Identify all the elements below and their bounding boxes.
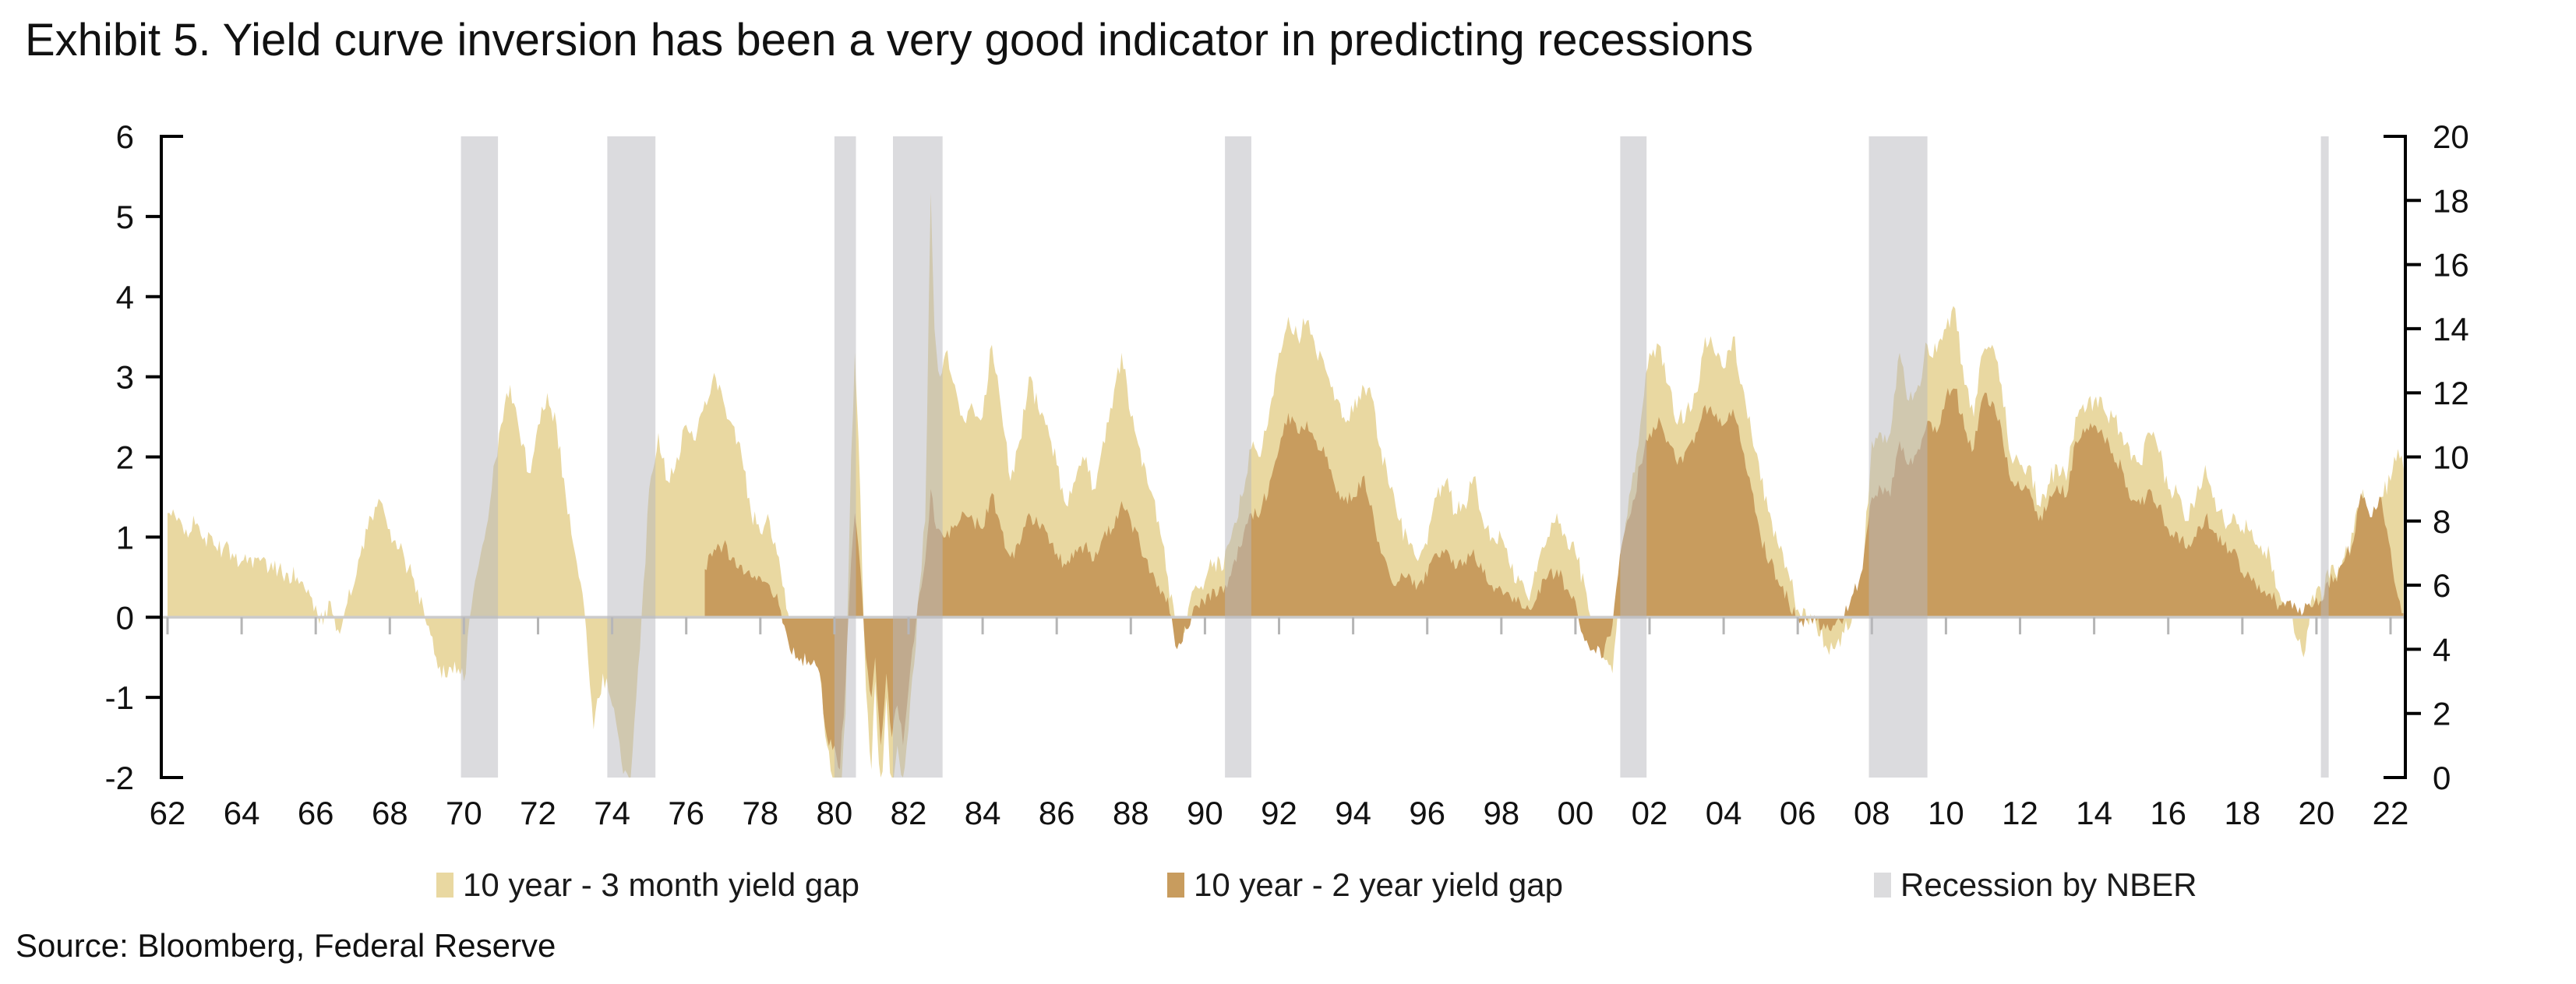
x-axis-tick-label: 90 [1187, 795, 1223, 831]
right-axis-tick-label: 18 [2433, 182, 2469, 219]
x-axis-tick-label: 16 [2150, 795, 2186, 831]
legend-item-10y-2y: 10 year - 2 year yield gap [1167, 863, 1563, 907]
x-axis-tick-label: 06 [1780, 795, 1816, 831]
x-axis-tick-label: 22 [2373, 795, 2409, 831]
x-axis-tick-label: 00 [1558, 795, 1594, 831]
right-axis-tick-label: 2 [2433, 696, 2451, 732]
x-axis-tick-label: 20 [2299, 795, 2335, 831]
legend-swatch-10y-3m-icon [436, 873, 453, 898]
right-axis-tick-label: 0 [2433, 760, 2451, 796]
left-axis-tick-label: 4 [116, 279, 134, 316]
x-axis-tick-label: 80 [817, 795, 853, 831]
legend-label-10y-2y: 10 year - 2 year yield gap [1194, 866, 1563, 903]
x-axis-tick-label: 18 [2224, 795, 2260, 831]
legend-item-10y-3m: 10 year - 3 month yield gap [436, 863, 859, 907]
legend-label-recession: Recession by NBER [1900, 866, 2197, 903]
legend-swatch-10y-2y-icon [1167, 873, 1184, 898]
x-axis-tick-label: 02 [1632, 795, 1668, 831]
recession-band [2320, 136, 2329, 778]
recession-band [834, 136, 856, 778]
legend-item-recession: Recession by NBER [1874, 863, 2197, 907]
right-axis-tick-label: 20 [2433, 118, 2469, 155]
right-axis-tick-label: 10 [2433, 439, 2469, 476]
x-axis-tick-label: 88 [1113, 795, 1149, 831]
recession-band [461, 136, 499, 778]
right-axis-line [2384, 135, 2407, 779]
x-axis-tick-label: 94 [1335, 795, 1371, 831]
page-title: Exhibit 5. Yield curve inversion has bee… [25, 15, 1754, 65]
x-axis-tick-label: 08 [1854, 795, 1890, 831]
x-axis-tick-label: 64 [224, 795, 260, 831]
x-axis-tick-label: 74 [594, 795, 630, 831]
x-axis-tick-label: 76 [668, 795, 704, 831]
recession-band [1620, 136, 1647, 778]
left-axis-tick-label: 0 [116, 599, 134, 636]
legend-label-10y-3m: 10 year - 3 month yield gap [463, 866, 859, 903]
right-axis-tick-label: 12 [2433, 375, 2469, 411]
left-axis-line [160, 135, 183, 779]
x-axis-tick-label: 92 [1261, 795, 1297, 831]
right-axis-tick-label: 8 [2433, 503, 2451, 540]
x-axis-tick-label: 72 [520, 795, 556, 831]
left-axis-tick-label: 6 [116, 118, 134, 155]
source-note: Source: Bloomberg, Federal Reserve [16, 927, 556, 964]
x-axis-tick-label: 10 [1928, 795, 1964, 831]
right-axis-tick-label: 14 [2433, 311, 2469, 347]
x-axis-tick-label: 84 [965, 795, 1001, 831]
x-axis-tick-label: 82 [891, 795, 927, 831]
left-axis-tick-label: 5 [116, 199, 134, 235]
right-axis-tick-label: 16 [2433, 247, 2469, 284]
x-axis-tick-label: 66 [298, 795, 334, 831]
left-axis-tick-label: -1 [105, 679, 134, 716]
recession-band [1868, 136, 1928, 778]
chart-legend: 10 year - 3 month yield gap 10 year - 2 … [0, 863, 2576, 910]
right-axis-tick-label: 6 [2433, 567, 2451, 604]
recession-band [1225, 136, 1251, 778]
left-axis-tick-label: 1 [116, 519, 134, 555]
left-axis-tick-label: -2 [105, 760, 134, 796]
recession-band [893, 136, 943, 778]
right-axis-tick-label: 4 [2433, 631, 2451, 668]
x-axis-tick-label: 70 [446, 795, 482, 831]
left-axis-tick-label: 3 [116, 359, 134, 396]
x-axis-tick-label: 04 [1706, 795, 1742, 831]
x-axis-tick-label: 86 [1039, 795, 1075, 831]
x-axis-tick-label: 62 [150, 795, 186, 831]
legend-swatch-recession-icon [1874, 873, 1891, 898]
x-axis-tick-label: 14 [2076, 795, 2112, 831]
left-axis-tick-label: 2 [116, 439, 134, 476]
x-axis-tick-label: 68 [372, 795, 408, 831]
recession-band [607, 136, 656, 778]
x-axis-tick-label: 98 [1483, 795, 1519, 831]
series-10y-2y-area [704, 388, 2404, 770]
x-axis-tick-label: 12 [2002, 795, 2038, 831]
x-axis-tick-label: 96 [1409, 795, 1445, 831]
x-axis-tick-label: 78 [742, 795, 778, 831]
